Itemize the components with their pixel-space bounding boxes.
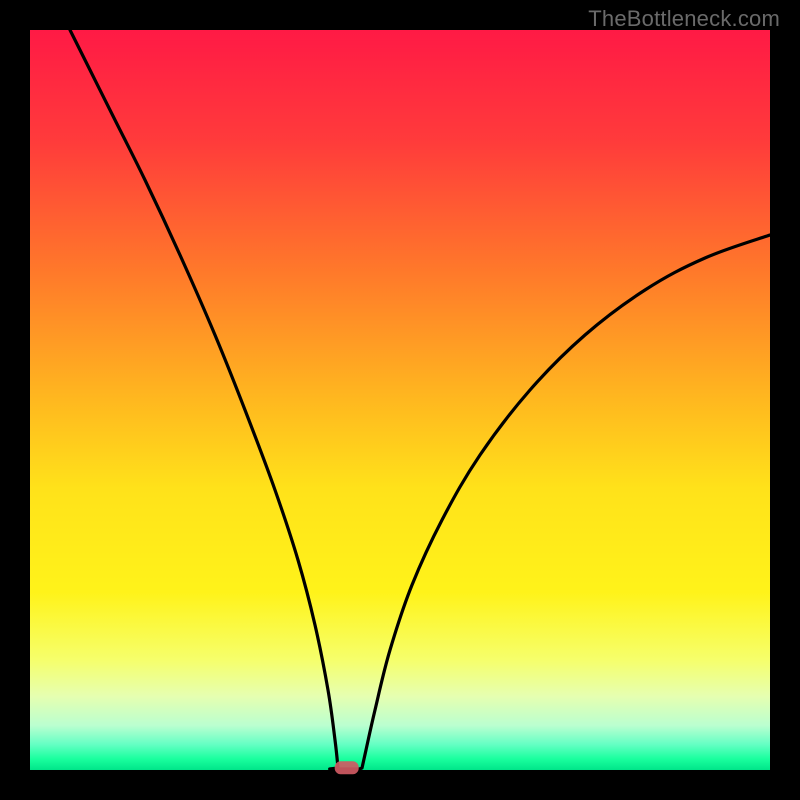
watermark-text: TheBottleneck.com [588, 6, 780, 32]
chart-container: TheBottleneck.com [0, 0, 800, 800]
plot-area [30, 30, 770, 770]
optimum-marker [335, 761, 359, 774]
bottleneck-chart [0, 0, 800, 800]
